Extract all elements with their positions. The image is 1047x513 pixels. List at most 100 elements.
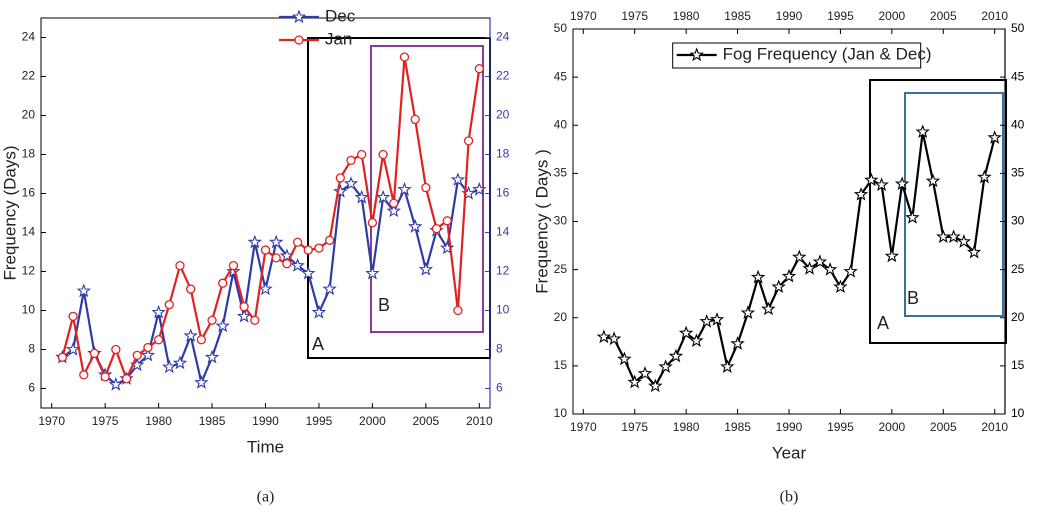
plot-frame — [40, 17, 491, 409]
point — [269, 234, 284, 249]
point — [894, 176, 910, 191]
point — [311, 304, 327, 319]
point — [966, 244, 982, 259]
point — [108, 376, 123, 391]
x-tick-label: 2010 — [981, 420, 1008, 434]
point — [936, 229, 951, 244]
point — [606, 331, 622, 346]
point — [946, 229, 961, 244]
legend-marker — [291, 9, 307, 24]
point — [196, 335, 207, 345]
y2-tick-label: 20 — [1011, 310, 1025, 324]
point — [282, 259, 292, 269]
point — [239, 301, 249, 312]
point — [324, 235, 335, 245]
point — [172, 355, 188, 370]
point — [301, 265, 316, 280]
point — [314, 243, 324, 253]
point — [740, 305, 756, 320]
point — [79, 370, 89, 380]
x2-tick-label: 1975 — [621, 9, 648, 23]
point — [637, 366, 653, 380]
point — [140, 347, 156, 362]
point — [375, 189, 391, 204]
y-axis-label: Frequency ( Days ) — [532, 149, 551, 294]
point — [367, 218, 378, 228]
point — [194, 374, 209, 389]
point — [89, 348, 100, 359]
x2-tick-label: 1970 — [570, 9, 597, 23]
point — [440, 240, 455, 255]
point — [750, 269, 766, 284]
box-a — [869, 79, 1007, 344]
x2-tick-label: 1985 — [724, 9, 751, 23]
x-tick-label: 1980 — [145, 414, 172, 428]
point — [357, 149, 367, 160]
x-tick-label: 1975 — [621, 420, 648, 434]
point — [258, 281, 273, 296]
point — [322, 281, 337, 296]
x2-tick-label: 2000 — [879, 9, 906, 23]
point — [596, 329, 612, 344]
y2-tick-label: 22 — [496, 69, 510, 83]
point — [215, 318, 230, 333]
point — [627, 374, 642, 389]
point — [463, 136, 474, 146]
point — [410, 114, 420, 125]
point — [450, 172, 466, 186]
point — [678, 325, 694, 340]
point — [472, 182, 487, 196]
point — [884, 248, 900, 263]
y-tick-label: 16 — [22, 186, 36, 200]
y-tick-label: 15 — [554, 358, 568, 372]
x-tick-label: 1990 — [776, 420, 803, 434]
legend-label: Fog Frequency (Jan & Dec) — [723, 44, 932, 63]
y2-tick-label: 20 — [496, 108, 510, 122]
point — [335, 173, 345, 183]
point — [290, 258, 305, 272]
point — [802, 261, 817, 275]
x-tick-label: 1975 — [92, 414, 119, 428]
point — [730, 336, 745, 350]
x-tick-label: 1970 — [38, 414, 65, 428]
y-tick-label: 8 — [28, 342, 35, 356]
point — [648, 378, 663, 393]
x-tick-label: 1985 — [724, 420, 751, 434]
point — [207, 315, 217, 325]
point — [162, 359, 177, 374]
point — [461, 185, 476, 200]
point — [303, 245, 313, 255]
point — [781, 268, 797, 283]
legend-marker — [689, 47, 704, 62]
x-tick-label: 1970 — [570, 420, 597, 434]
point — [822, 261, 838, 276]
y2-tick-label: 16 — [496, 186, 510, 200]
y2-tick-label: 10 — [1011, 406, 1025, 420]
point — [218, 278, 228, 288]
point — [874, 177, 889, 192]
point — [386, 203, 401, 218]
x-axis-label: Year — [772, 443, 807, 462]
y-tick-label: 45 — [554, 69, 568, 83]
point — [915, 124, 930, 139]
point — [236, 308, 252, 323]
point — [418, 262, 434, 276]
x2-tick-label: 1995 — [827, 9, 854, 23]
point — [151, 304, 166, 319]
point — [346, 155, 356, 166]
point — [397, 182, 412, 196]
x2-tick-label: 1990 — [776, 9, 803, 23]
point — [956, 234, 972, 248]
point — [153, 335, 164, 345]
y2-tick-label: 8 — [496, 342, 503, 356]
point — [987, 130, 1002, 144]
series-line — [61, 177, 480, 387]
point — [121, 374, 132, 384]
legend-label: Jan — [325, 29, 352, 48]
y2-tick-label: 10 — [496, 303, 510, 317]
point — [431, 223, 442, 234]
point — [864, 172, 879, 187]
x-tick-label: 2005 — [930, 420, 957, 434]
point — [453, 305, 463, 316]
